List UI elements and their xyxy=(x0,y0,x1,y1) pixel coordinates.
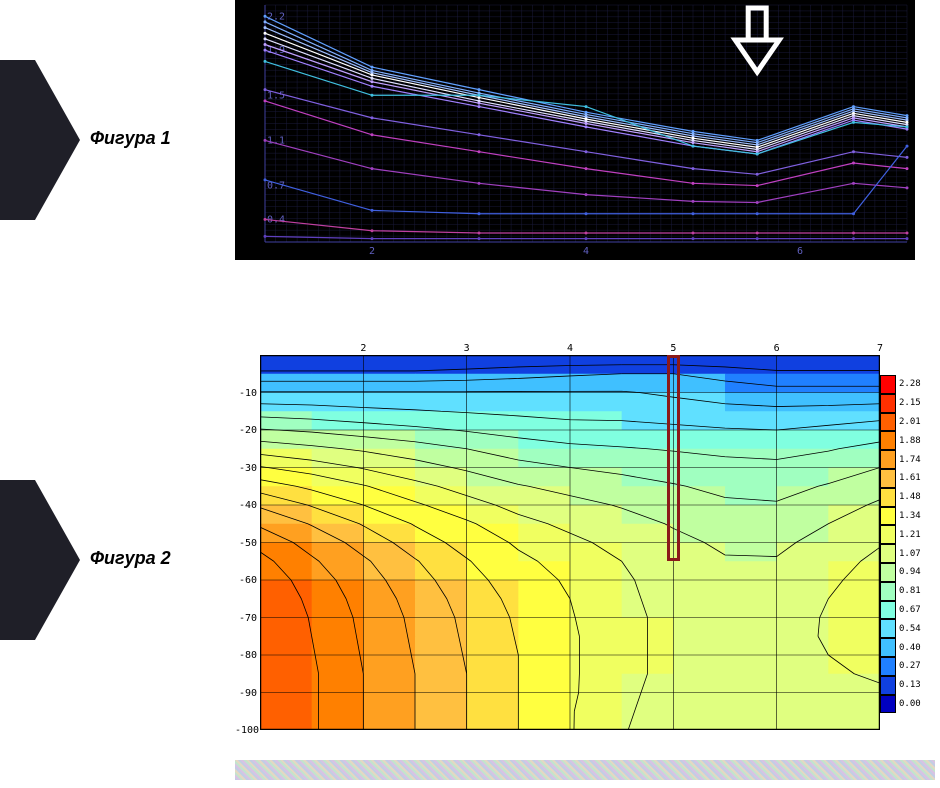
legend-value: 2.15 xyxy=(899,398,921,408)
legend-swatch xyxy=(880,544,896,563)
red-highlight-box xyxy=(667,355,679,561)
legend-value: 0.13 xyxy=(899,680,921,690)
legend-swatch xyxy=(880,638,896,657)
ytick-label: -30 xyxy=(235,463,257,474)
contour-chart-svg xyxy=(260,355,880,730)
xtick-label: 3 xyxy=(464,343,470,354)
legend-item: 0.94 xyxy=(880,563,935,582)
legend-value: 1.48 xyxy=(899,492,921,502)
legend-value: 0.81 xyxy=(899,586,921,596)
legend-value: 1.61 xyxy=(899,473,921,483)
legend-item: 1.07 xyxy=(880,544,935,563)
line-chart-svg: 0.40.71.11.51.92.2246 xyxy=(235,0,915,260)
legend-swatch xyxy=(880,619,896,638)
svg-text:2.2: 2.2 xyxy=(267,11,285,22)
figure2-caption: Фигура 2 xyxy=(90,548,171,569)
hexagon-shape xyxy=(0,480,80,640)
legend-item: 0.54 xyxy=(880,619,935,638)
legend-swatch xyxy=(880,375,896,394)
legend-item: 0.13 xyxy=(880,676,935,695)
ytick-label: -70 xyxy=(235,613,257,624)
legend-value: 0.40 xyxy=(899,643,921,653)
ytick-label: -100 xyxy=(235,725,257,736)
legend-swatch xyxy=(880,563,896,582)
svg-text:4: 4 xyxy=(583,246,589,257)
legend-value: 1.34 xyxy=(899,511,921,521)
legend-value: 0.27 xyxy=(899,661,921,671)
xtick-label: 6 xyxy=(774,343,780,354)
legend-swatch xyxy=(880,582,896,601)
legend-swatch xyxy=(880,676,896,695)
legend-value: 2.28 xyxy=(899,379,921,389)
noise-strip xyxy=(235,760,935,780)
ytick-label: -20 xyxy=(235,425,257,436)
legend-swatch xyxy=(880,488,896,507)
legend-swatch xyxy=(880,413,896,432)
legend-swatch xyxy=(880,469,896,488)
hexagon-shape xyxy=(0,60,80,220)
legend-value: 1.88 xyxy=(899,436,921,446)
legend-swatch xyxy=(880,657,896,676)
legend-swatch xyxy=(880,394,896,413)
legend-item: 1.74 xyxy=(880,450,935,469)
legend-value: 0.94 xyxy=(899,567,921,577)
legend-item: 1.21 xyxy=(880,525,935,544)
svg-text:2: 2 xyxy=(369,246,375,257)
xtick-label: 2 xyxy=(360,343,366,354)
legend-item: 0.67 xyxy=(880,601,935,620)
legend-swatch xyxy=(880,450,896,469)
legend-item: 2.28 xyxy=(880,375,935,394)
ytick-label: -40 xyxy=(235,500,257,511)
ytick-label: -80 xyxy=(235,650,257,661)
svg-text:0.7: 0.7 xyxy=(267,181,285,192)
contour-chart xyxy=(260,355,880,730)
legend-item: 0.40 xyxy=(880,638,935,657)
ytick-label: -90 xyxy=(235,688,257,699)
xtick-label: 4 xyxy=(567,343,573,354)
legend-value: 0.54 xyxy=(899,624,921,634)
ytick-label: -10 xyxy=(235,388,257,399)
legend-swatch xyxy=(880,525,896,544)
legend-item: 0.00 xyxy=(880,695,935,714)
legend-item: 0.27 xyxy=(880,657,935,676)
xtick-label: 5 xyxy=(670,343,676,354)
legend-item: 1.88 xyxy=(880,431,935,450)
legend-value: 1.07 xyxy=(899,549,921,559)
legend-item: 2.15 xyxy=(880,394,935,413)
ytick-label: -60 xyxy=(235,575,257,586)
legend-swatch xyxy=(880,601,896,620)
legend-item: 1.34 xyxy=(880,507,935,526)
legend-value: 1.21 xyxy=(899,530,921,540)
legend-value: 2.01 xyxy=(899,417,921,427)
svg-text:6: 6 xyxy=(797,246,803,257)
legend-item: 2.01 xyxy=(880,413,935,432)
figure2-label-block: Фигура 2 xyxy=(0,480,220,640)
xtick-label: 7 xyxy=(877,343,883,354)
figure1-label-block: Фигура 1 xyxy=(0,60,220,220)
legend-swatch xyxy=(880,431,896,450)
ytick-label: -50 xyxy=(235,538,257,549)
figure1-caption: Фигура 1 xyxy=(90,128,171,149)
colorbar-legend: 2.28 2.15 2.01 1.88 1.74 1.61 1.48 1.34 1.21 1.07… xyxy=(880,375,935,715)
legend-swatch xyxy=(880,507,896,526)
legend-value: 1.74 xyxy=(899,455,921,465)
legend-swatch xyxy=(880,695,896,714)
line-chart: 0.40.71.11.51.92.2246 xyxy=(235,0,915,260)
legend-value: 0.00 xyxy=(899,699,921,709)
legend-item: 1.61 xyxy=(880,469,935,488)
contour-chart-wrap: 2 3 4 5 6 7 -10 -20 -30 -40 -50 -60 -70 -80 -90 -100 2… xyxy=(235,345,935,745)
legend-item: 1.48 xyxy=(880,488,935,507)
legend-item: 0.81 xyxy=(880,582,935,601)
legend-value: 0.67 xyxy=(899,605,921,615)
